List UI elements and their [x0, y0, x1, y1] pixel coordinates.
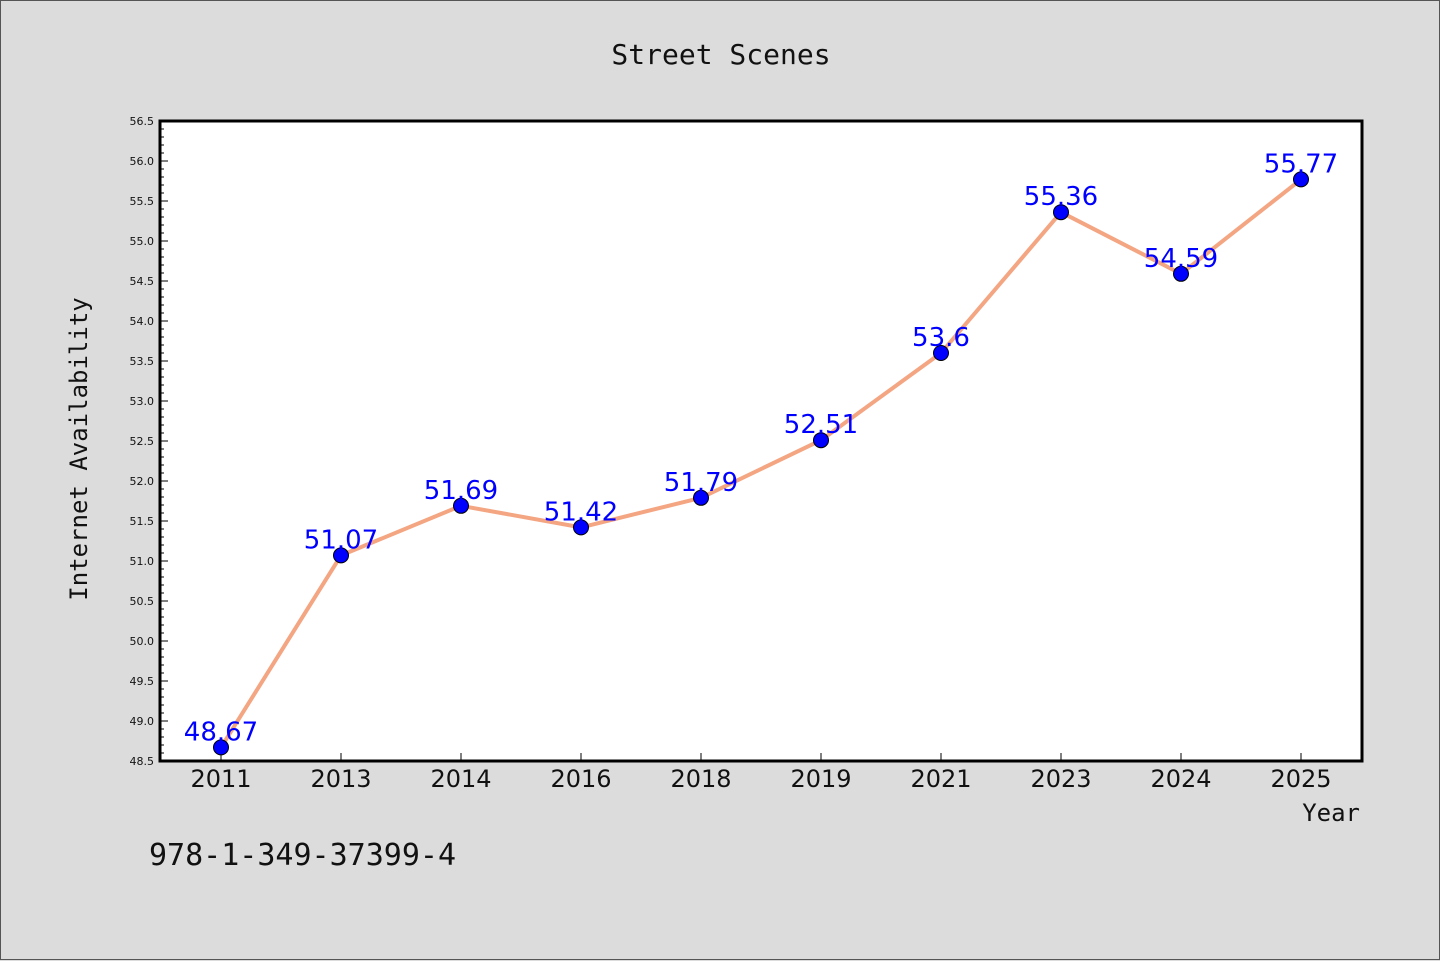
y-tick-label: 55.5	[130, 195, 155, 208]
x-tick-label: 2024	[1150, 765, 1211, 793]
data-label: 51.79	[664, 468, 738, 498]
series-group: 48.67 51.07 51.69 51.42 51.79 52.51 53.6 55.36 5…	[184, 149, 1338, 756]
x-tick-label: 2018	[670, 765, 731, 793]
data-label: 52.51	[784, 410, 858, 440]
data-label: 48.67	[184, 717, 258, 747]
plot-area	[160, 121, 1362, 761]
data-point	[933, 345, 949, 361]
x-tick-label: 2014	[430, 765, 491, 793]
data-label: 55.77	[1264, 149, 1338, 179]
y-tick-label: 52.5	[130, 435, 155, 448]
y-tick-label: 53.5	[130, 355, 155, 368]
footer-isbn: 978-1-349-37399-4	[149, 838, 456, 873]
chart-title: Street Scenes	[611, 38, 830, 71]
data-label: 53.6	[912, 323, 970, 353]
x-tick-label: 2013	[310, 765, 371, 793]
y-tick-label: 56.5	[130, 115, 155, 128]
data-point	[813, 432, 829, 449]
y-tick-label: 49.5	[130, 675, 155, 688]
data-label: 51.69	[424, 476, 498, 506]
plot-border	[158, 119, 1364, 763]
y-tick-label: 55.0	[130, 235, 155, 248]
y-axis-label: Internet Availability	[65, 297, 93, 600]
data-point	[1293, 171, 1309, 188]
x-axis-label: Year	[1302, 799, 1360, 827]
data-point	[1173, 265, 1189, 282]
x-tick-label: 2016	[550, 765, 611, 793]
y-tick-label: 54.0	[130, 315, 155, 328]
data-point	[213, 739, 229, 756]
x-axis: 2011 2013 2014 2016 2018 2019 2021 2023 2024 2025	[190, 753, 1332, 793]
y-tick-label: 49.0	[130, 715, 155, 728]
y-tick-label: 54.5	[130, 275, 155, 288]
data-point	[333, 547, 349, 564]
y-tick-label: 51.5	[130, 515, 155, 528]
data-point	[573, 519, 589, 536]
x-tick-label: 2019	[790, 765, 851, 793]
x-tick-label: 2011	[190, 765, 251, 793]
x-tick-label: 2023	[1030, 765, 1091, 793]
y-tick-label: 51.0	[130, 555, 155, 568]
x-tick-label: 2025	[1270, 765, 1331, 793]
x-tick-label: 2021	[910, 765, 971, 793]
data-point	[453, 497, 469, 514]
data-label: 51.42	[544, 497, 618, 527]
y-tick-label: 53.0	[130, 395, 155, 408]
y-tick-label: 50.5	[130, 595, 155, 608]
data-point	[693, 489, 709, 506]
y-tick-label: 50.0	[130, 635, 155, 648]
data-label: 54.59	[1144, 244, 1218, 274]
data-label: 55.36	[1024, 182, 1098, 212]
y-tick-label: 52.0	[130, 475, 155, 488]
data-point	[1053, 204, 1069, 221]
y-tick-label: 48.5	[130, 755, 155, 768]
y-tick-label: 56.0	[130, 155, 155, 168]
series-line	[219, 177, 1303, 749]
data-label: 51.07	[304, 525, 378, 555]
